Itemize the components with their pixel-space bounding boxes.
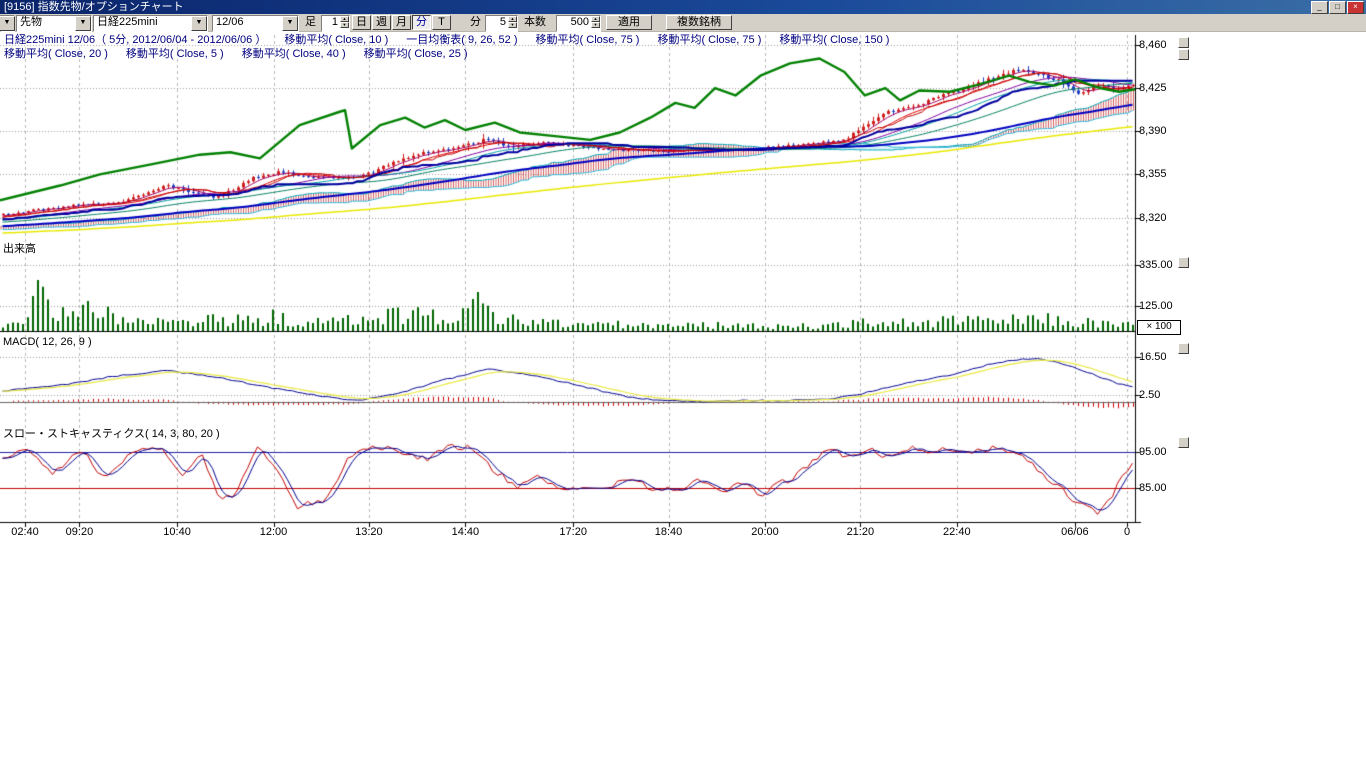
time-axis-label: 20:00 — [751, 526, 779, 538]
legend-item: 移動平均( Close, 75 ) — [535, 34, 640, 46]
bar-multiplier-input[interactable]: 1 ▲ ▼ — [321, 15, 350, 32]
multi-symbol-button[interactable]: 複数銘柄 — [666, 15, 732, 30]
stoch-pane-label: スロー・ストキャスティクス( 14, 3, 80, 20 ) — [3, 428, 220, 440]
time-axis-label: 10:40 — [163, 526, 191, 538]
contract-month-select[interactable]: 12/06 ▼ — [212, 15, 299, 32]
spinner-buttons[interactable]: ▲ ▼ — [591, 16, 600, 29]
time-axis-label: 14:40 — [451, 526, 480, 538]
price-axis-label: 8,390 — [1139, 125, 1167, 138]
legend-item: 移動平均( Close, 25 ) — [363, 48, 468, 60]
time-axis-label: 02:40 — [11, 526, 39, 538]
spin-up-icon[interactable]: ▲ — [340, 16, 349, 22]
spinner-buttons[interactable]: ▲ ▼ — [508, 16, 517, 29]
chevron-down-icon: ▼ — [0, 16, 15, 31]
time-axis-label: 0 — [1123, 526, 1131, 538]
price-axis-label: 8,355 — [1139, 168, 1167, 181]
chevron-down-icon: ▼ — [191, 16, 207, 31]
close-button[interactable]: × — [1347, 1, 1364, 14]
spin-up-icon[interactable]: ▲ — [508, 16, 517, 22]
period-button-0[interactable]: 日 — [352, 15, 371, 30]
instrument-type-select[interactable]: 先物 ▼ — [16, 15, 92, 32]
title-bar: [9156] 指数先物/オプションチャート _ □ × — [0, 0, 1366, 14]
pane-scroll-button[interactable] — [1178, 343, 1189, 354]
time-axis-label: 12:00 — [259, 526, 288, 538]
time-axis-label: 09:20 — [65, 526, 94, 538]
period-button-4[interactable]: T — [432, 15, 451, 30]
pane-scroll-button[interactable] — [1178, 37, 1189, 48]
stoch-axis-label: 95.00 — [1139, 445, 1167, 458]
legend-item: 移動平均( Close, 40 ) — [241, 48, 346, 60]
bar-type-label: 足 — [305, 16, 316, 28]
period-button-1[interactable]: 週 — [372, 15, 391, 30]
minimize-button[interactable]: _ — [1311, 1, 1328, 14]
minute-value: 5 — [499, 16, 506, 28]
window-controls: _ □ × — [1310, 1, 1364, 19]
price-axis-label: 8,425 — [1139, 82, 1167, 95]
legend-item: 移動平均( Close, 20 ) — [4, 48, 108, 60]
chevron-down-icon: ▼ — [282, 16, 298, 31]
period-button-3[interactable]: 分 — [412, 15, 431, 30]
bar-count-value: 500 — [570, 16, 589, 28]
spin-down-icon[interactable]: ▼ — [340, 22, 349, 28]
bar-count-input[interactable]: 500 ▲ ▼ — [556, 15, 601, 32]
legend-item: 一目均衡表( 9, 26, 52 ) — [406, 34, 518, 46]
price-axis-label: 8,320 — [1139, 211, 1167, 224]
spin-down-icon[interactable]: ▼ — [508, 22, 517, 28]
spin-down-icon[interactable]: ▼ — [591, 22, 600, 28]
time-axis-label: 13:20 — [355, 526, 383, 538]
maximize-button[interactable]: □ — [1329, 1, 1346, 14]
legend-item: 移動平均( Close, 10 ) — [284, 34, 389, 46]
legend-item: 移動平均( Close, 5 ) — [125, 48, 224, 60]
legend-item: 移動平均( Close, 150 ) — [779, 34, 890, 46]
spinner-buttons[interactable]: ▲ ▼ — [340, 16, 349, 29]
pane-scroll-button[interactable] — [1178, 437, 1189, 448]
indicator-legend-row1: 日経225mini 12/06（ 5分, 2012/06/04 - 2012/0… — [4, 34, 907, 47]
symbol-value: 日経225mini — [97, 16, 158, 28]
volume-axis-label: 335.00 — [1139, 258, 1173, 271]
time-axis-label: 06/06 — [1061, 526, 1089, 538]
price-axis-label: 8,460 — [1139, 38, 1167, 51]
collapsed-combo[interactable]: ▼ — [0, 15, 15, 32]
indicator-legend-row2: 移動平均( Close, 20 ) 移動平均( Close, 5 ) 移動平均( C… — [4, 48, 486, 61]
bar-multiplier-value: 1 — [331, 16, 338, 28]
spin-up-icon[interactable]: ▲ — [591, 16, 600, 22]
contract-month-value: 12/06 — [216, 16, 244, 28]
macd-pane-label: MACD( 12, 26, 9 ) — [3, 336, 92, 348]
volume-scale-box: × 100 — [1137, 320, 1181, 335]
volume-pane-label: 出来高 — [3, 243, 36, 255]
time-axis-label: 22:40 — [943, 526, 971, 538]
minute-value-input[interactable]: 5 ▲ ▼ — [485, 15, 518, 32]
time-axis-label: 21:20 — [846, 526, 875, 538]
legend-item: 日経225mini 12/06（ 5分, 2012/06/04 - 2012/0… — [4, 34, 267, 46]
macd-axis-label: 16.50 — [1139, 351, 1167, 364]
time-axis-label: 18:40 — [654, 526, 683, 538]
pane-scroll-button[interactable] — [1178, 257, 1189, 268]
macd-axis-label: 2.50 — [1139, 389, 1161, 401]
time-axis-label: 17:20 — [559, 526, 587, 538]
bar-count-label: 本数 — [524, 16, 546, 28]
chevron-down-icon: ▼ — [75, 16, 91, 31]
period-button-2[interactable]: 月 — [392, 15, 411, 30]
stoch-axis-label: 85.00 — [1139, 481, 1167, 494]
minute-unit-label: 分 — [470, 16, 481, 28]
pane-scroll-button[interactable] — [1178, 49, 1189, 60]
window-title: [9156] 指数先物/オプションチャート — [4, 1, 184, 13]
instrument-type-value: 先物 — [20, 16, 42, 28]
volume-axis-label: 125.00 — [1139, 300, 1173, 313]
apply-button[interactable]: 適用 — [606, 15, 652, 30]
symbol-select[interactable]: 日経225mini ▼ — [93, 15, 208, 32]
legend-item: 移動平均( Close, 75 ) — [657, 34, 762, 46]
